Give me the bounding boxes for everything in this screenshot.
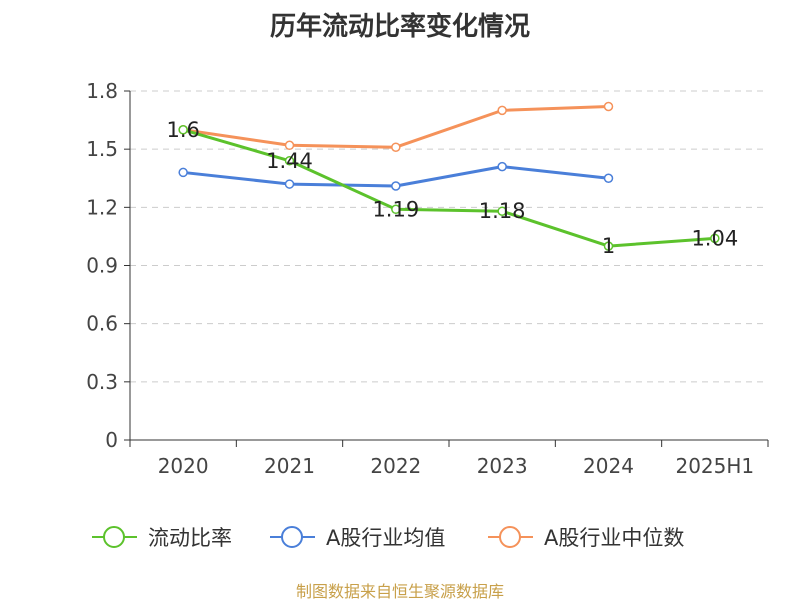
y-tick-label-0: 0 [105, 428, 118, 452]
series-2-point-1 [284, 140, 295, 151]
series-2-point-3 [497, 105, 507, 116]
data-label-0: 1.6 [166, 118, 199, 142]
x-tick-label-1: 2021 [264, 454, 315, 478]
legend-label-2: A股行业中位数 [544, 526, 684, 550]
y-tick-label-4: 1.2 [86, 195, 118, 219]
data-label-5: 1.04 [691, 226, 738, 250]
legend-marker-0 [103, 526, 125, 548]
legend-label-0: 流动比率 [148, 526, 232, 550]
series-0-point-3 [497, 206, 507, 216]
series-2-point-4 [603, 101, 614, 112]
legend-label-1: A股行业均值 [326, 526, 445, 550]
series-line-0 [182, 128, 715, 248]
series-1-point-0 [178, 167, 188, 178]
series-1-point-1 [284, 179, 295, 189]
y-tick-label-6: 1.8 [86, 79, 118, 103]
y-tick-label-1: 0.3 [86, 370, 118, 394]
series-1-point-4 [603, 173, 614, 183]
y-tick-label-5: 1.5 [86, 137, 118, 161]
data-label-1: 1.44 [266, 149, 313, 173]
data-label-3: 1.18 [479, 199, 526, 223]
legend-marker-2 [499, 526, 521, 548]
chart-title: 历年流动比率变化情况 [269, 12, 530, 42]
data-label-2: 1.19 [372, 197, 419, 221]
series-2-point-2 [391, 142, 401, 152]
series-0-point-1 [284, 156, 295, 166]
series-1-point-2 [391, 181, 401, 191]
x-tick-label-3: 2023 [477, 454, 528, 478]
x-tick-label-5: 2025H1 [675, 454, 754, 478]
series-0-point-0 [178, 125, 188, 135]
series-1-point-3 [497, 161, 507, 172]
data-label-4: 1 [602, 234, 615, 258]
x-tick-label-0: 2020 [158, 454, 209, 478]
series-0-point-2 [391, 204, 401, 215]
x-tick-label-2: 2022 [370, 454, 421, 478]
series-0-point-4 [603, 241, 614, 251]
y-tick-label-2: 0.6 [86, 312, 118, 336]
series-0-point-5 [710, 233, 720, 244]
y-tick-label-3: 0.9 [86, 254, 118, 278]
legend-marker-1 [281, 526, 303, 548]
series-line-2 [182, 105, 609, 149]
x-tick-label-4: 2024 [583, 454, 634, 478]
source-note: 制图数据来自恒生聚源数据库 [295, 582, 504, 601]
